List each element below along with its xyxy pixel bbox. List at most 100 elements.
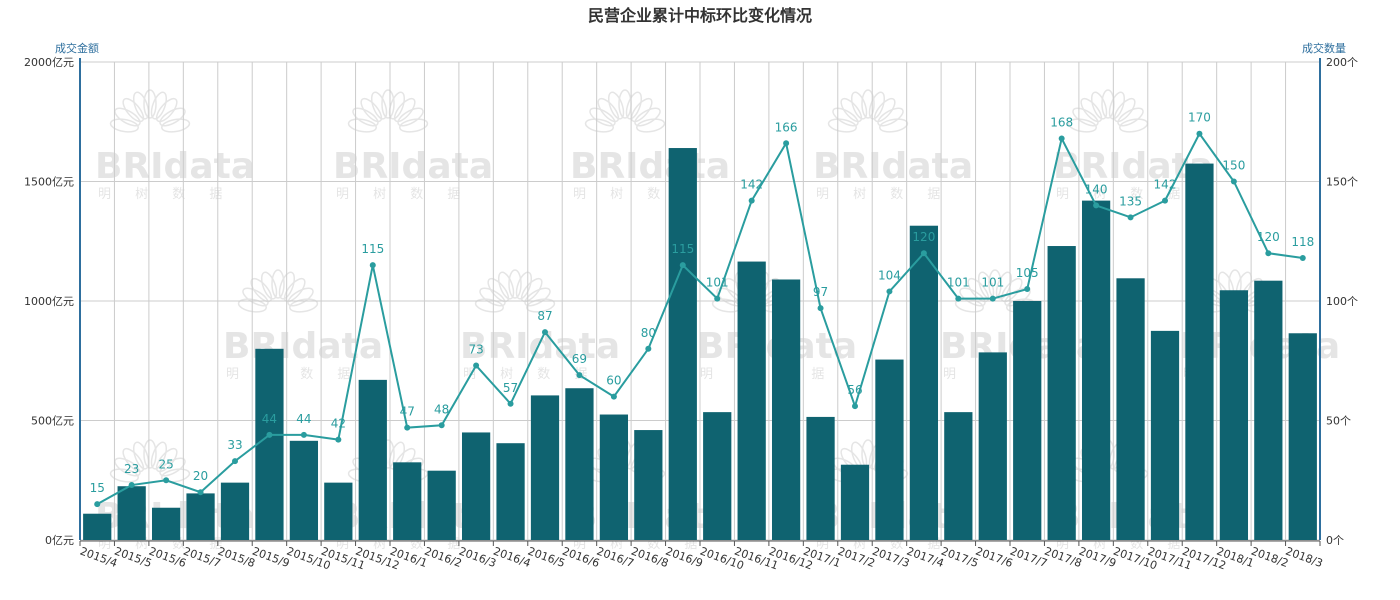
y-left-tick-label: 1500亿元: [24, 176, 74, 189]
watermark-leaf: [397, 107, 424, 127]
watermark-leaf: [143, 439, 157, 469]
line-point: [1196, 130, 1203, 137]
data-label: 20: [193, 469, 208, 483]
data-label: 150: [1222, 159, 1245, 173]
x-tick-label: 2017/5: [939, 545, 980, 570]
data-label: 105: [1016, 266, 1039, 280]
watermark-leaf: [381, 89, 395, 119]
chart-title: 民营企业累计中标环比变化情况: [588, 6, 812, 25]
bar: [427, 470, 456, 540]
line-point: [852, 403, 858, 410]
bar: [186, 493, 215, 540]
watermark-leaf: [260, 271, 278, 300]
bar: [220, 482, 250, 540]
watermark-leaf: [850, 91, 868, 120]
data-label: 57: [503, 381, 518, 395]
bar: [1047, 246, 1076, 540]
bar: [737, 261, 766, 540]
data-label: 142: [740, 178, 763, 192]
x-tick-label: 2017/7: [1008, 545, 1049, 570]
data-label: 97: [813, 285, 828, 299]
watermark-leaf: [242, 287, 269, 307]
line-point: [920, 250, 927, 257]
watermark-leaf: [861, 89, 875, 119]
watermark-leaf: [271, 269, 285, 299]
data-label: 25: [158, 457, 173, 471]
watermark-leaf: [132, 441, 150, 470]
watermark-leaf: [1067, 118, 1097, 133]
line-point: [369, 262, 376, 269]
line-point: [1230, 178, 1237, 185]
data-label: 33: [227, 438, 242, 452]
line-point: [128, 482, 135, 489]
line-point: [266, 431, 273, 438]
watermark-leaf: [625, 91, 643, 120]
bar: [703, 412, 732, 540]
watermark-leaf: [636, 118, 666, 133]
line-point: [163, 477, 170, 484]
data-label: 80: [641, 326, 656, 340]
y-right-tick-label: 200个: [1326, 56, 1358, 69]
data-label: 101: [706, 276, 729, 290]
watermark-leaf: [388, 91, 406, 120]
line-point: [1024, 286, 1031, 293]
bar: [117, 486, 146, 540]
y-left-tick-label: 0亿元: [45, 534, 74, 547]
data-label: 101: [981, 276, 1004, 290]
bar: [840, 464, 870, 540]
line-point: [335, 436, 342, 443]
watermark-leaf: [399, 118, 429, 133]
watermark-leaf: [607, 91, 625, 120]
watermark-leaf: [1090, 91, 1108, 120]
data-label: 115: [361, 242, 384, 256]
watermark-leaf: [526, 298, 556, 313]
bar: [668, 148, 697, 541]
watermark-leaf: [109, 118, 139, 133]
watermark-leaf: [347, 118, 377, 133]
watermark-leaf: [1113, 97, 1136, 123]
watermark-leaf: [589, 107, 616, 127]
watermark-leaf: [618, 89, 632, 119]
y-right-axis-name: 成交数量: [1302, 41, 1346, 55]
watermark-leaf: [634, 107, 661, 127]
bar: [565, 388, 594, 540]
watermark-leaf: [132, 91, 150, 120]
watermark-brand: BRIdata: [460, 326, 620, 367]
watermark-leaf: [159, 107, 186, 127]
data-label: 120: [1257, 230, 1280, 244]
bar: [634, 430, 663, 540]
watermark-brand: BRIdata: [813, 146, 973, 187]
line-point: [748, 197, 755, 204]
bar: [806, 416, 835, 540]
watermark-leaf: [584, 118, 614, 133]
line-point: [886, 288, 893, 295]
line-point: [610, 393, 617, 400]
watermark-leaf: [114, 107, 141, 127]
watermark-leaf: [150, 91, 168, 120]
bar: [1116, 278, 1145, 540]
bar: [1254, 280, 1283, 540]
line-point: [507, 400, 514, 407]
data-label: 73: [468, 343, 483, 357]
data-label: 47: [400, 405, 415, 419]
watermark-leaf: [278, 271, 296, 300]
line-point: [1265, 250, 1272, 257]
x-tick-label: 2018/2: [1249, 545, 1290, 570]
line-point: [1058, 135, 1065, 142]
y-left-tick-label: 2000亿元: [24, 56, 74, 69]
line-point: [404, 424, 411, 431]
watermark-chinese: 明 树 数 据: [226, 367, 360, 382]
line-point: [1127, 214, 1134, 221]
line-point: [1299, 254, 1306, 261]
watermark-leaf: [150, 441, 168, 470]
watermark-leaf: [877, 107, 904, 127]
data-label: 60: [606, 374, 621, 388]
x-tick-label: 2015/8: [216, 545, 257, 570]
x-tick-label: 2016/3: [457, 545, 498, 570]
watermark-leaf: [122, 97, 145, 123]
